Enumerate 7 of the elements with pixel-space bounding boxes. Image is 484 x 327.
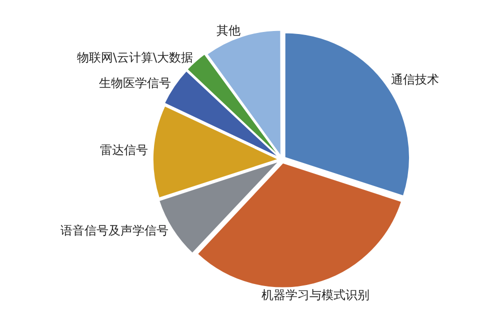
slice-label: 生物医学信号: [98, 76, 171, 90]
slice-label: 物联网\云计算\大数据: [76, 50, 194, 65]
slice-label: 雷达信号: [100, 143, 148, 158]
slice-label: 机器学习与模式识别: [261, 288, 370, 302]
slice-label: 通信技术: [390, 72, 439, 87]
slice-label: 语音信号及声学信号: [60, 224, 168, 238]
slice-label: 其他: [216, 24, 240, 38]
